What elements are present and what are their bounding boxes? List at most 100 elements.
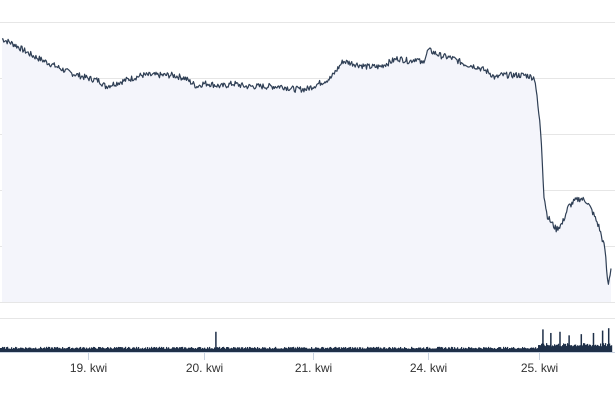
volume-spike-bar — [601, 330, 604, 352]
volume-bar — [117, 347, 119, 352]
volume-bar — [469, 347, 471, 352]
volume-bar — [378, 346, 380, 352]
volume-bars — [0, 328, 613, 352]
volume-bar — [297, 346, 299, 352]
volume-bar — [592, 345, 594, 352]
volume-bar — [415, 348, 417, 352]
volume-bar — [81, 348, 83, 352]
volume-bar — [405, 347, 407, 352]
volume-bar — [131, 348, 133, 352]
volume-bar — [489, 348, 491, 352]
volume-bar — [35, 347, 37, 352]
volume-bar — [213, 348, 215, 352]
volume-bar — [508, 348, 510, 352]
volume-bar — [595, 344, 597, 352]
volume-bar — [75, 347, 77, 352]
volume-bar — [137, 348, 139, 352]
volume-bar — [276, 348, 278, 352]
volume-bar — [46, 346, 48, 352]
volume-bar — [422, 348, 424, 352]
volume-bar — [313, 348, 315, 352]
volume-bar — [252, 347, 254, 352]
volume-bar — [317, 347, 319, 352]
volume-bar — [116, 347, 118, 352]
volume-bar — [245, 347, 247, 352]
volume-bar — [264, 347, 266, 352]
volume-bar — [413, 348, 415, 352]
volume-bar — [354, 347, 356, 352]
volume-bar — [600, 343, 602, 352]
volume-bar — [122, 347, 124, 352]
volume-bar — [76, 347, 78, 352]
volume-bar — [493, 348, 495, 352]
volume-bar — [393, 348, 395, 352]
volume-bar — [472, 348, 474, 352]
volume-bar — [223, 346, 225, 352]
volume-bar — [129, 347, 131, 352]
volume-bar — [397, 348, 399, 352]
volume-bar — [461, 346, 463, 352]
volume-bar — [267, 348, 269, 352]
volume-bar — [606, 346, 608, 352]
volume-bar — [537, 348, 539, 352]
volume-bar — [160, 347, 162, 352]
volume-spike-bar — [592, 332, 595, 352]
volume-bar — [336, 347, 338, 352]
volume-bar — [451, 346, 453, 352]
volume-bar — [588, 345, 590, 352]
volume-bar — [435, 348, 437, 352]
volume-bar — [590, 344, 592, 352]
volume-bar — [524, 347, 526, 352]
volume-bar — [534, 348, 536, 352]
volume-bar — [148, 348, 150, 352]
volume-bar — [483, 347, 485, 352]
volume-bar — [19, 348, 21, 352]
volume-bar — [57, 346, 59, 352]
volume-bar — [301, 347, 303, 352]
volume-bar — [440, 347, 442, 352]
volume-bar — [275, 346, 277, 352]
volume-bar — [295, 347, 297, 352]
volume-bar — [33, 348, 35, 352]
volume-bar — [18, 348, 20, 352]
volume-bar — [473, 348, 475, 352]
volume-bar — [438, 346, 440, 352]
volume-bar — [377, 347, 379, 352]
volume-bar — [25, 347, 27, 352]
volume-bar — [303, 347, 305, 352]
volume-bar — [191, 347, 193, 352]
volume-bar — [387, 348, 389, 352]
volume-bar — [307, 348, 309, 352]
volume-bar — [448, 347, 450, 352]
volume-bar — [575, 344, 577, 352]
volume-bar — [326, 348, 328, 352]
volume-bar — [514, 348, 516, 352]
volume-bar — [291, 347, 293, 352]
volume-bar — [525, 348, 527, 352]
volume-bar — [87, 348, 89, 352]
volume-bar — [0, 348, 2, 352]
volume-bar — [604, 345, 606, 352]
volume-bar — [505, 346, 507, 352]
volume-bar — [248, 348, 250, 352]
volume-bar — [272, 348, 274, 352]
volume-bar — [589, 344, 591, 352]
volume-bar — [51, 347, 53, 352]
volume-bar — [430, 348, 432, 352]
volume-bar — [31, 348, 33, 352]
volume-bar — [442, 347, 444, 352]
volume-bar — [434, 348, 436, 352]
volume-bar — [119, 347, 121, 352]
volume-bar — [346, 348, 348, 352]
volume-bar — [65, 348, 67, 352]
volume-bar — [289, 347, 291, 352]
volume-bar — [253, 348, 255, 352]
volume-bar — [574, 344, 576, 352]
volume-bar — [3, 347, 5, 352]
volume-bar — [290, 347, 292, 352]
volume-bar — [80, 346, 82, 352]
volume-bar — [347, 347, 349, 352]
volume-bar — [383, 347, 385, 352]
volume-bar — [491, 347, 493, 352]
volume-bar — [260, 348, 262, 352]
